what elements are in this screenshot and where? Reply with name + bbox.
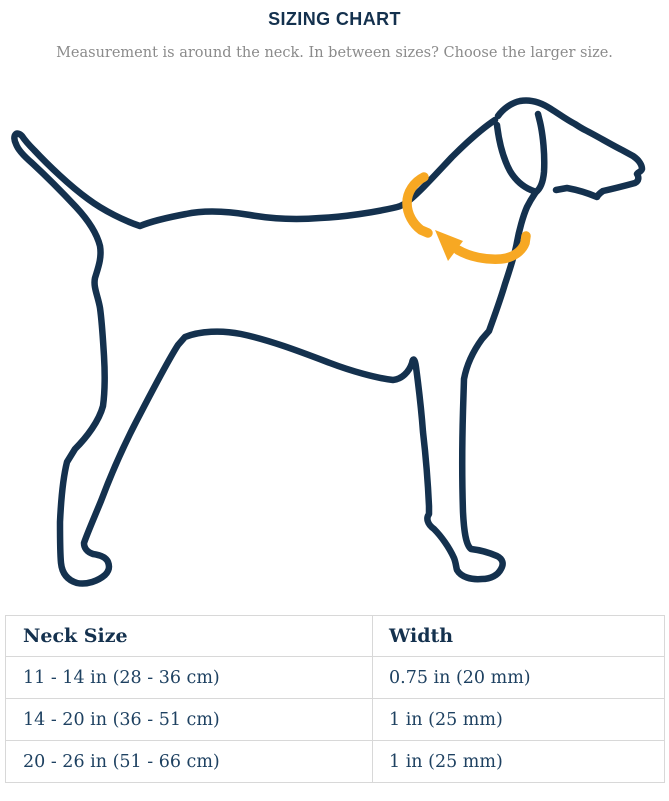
dog-ear-path xyxy=(493,110,548,196)
column-header-width: Width xyxy=(372,615,665,657)
collar-lower-arc xyxy=(453,231,531,264)
column-header-neck-size: Neck Size xyxy=(5,615,373,657)
table-row: 14 - 20 in (36 - 51 cm) 1 in (25 mm) xyxy=(5,698,665,741)
table-row: 20 - 26 in (51 - 66 cm) 1 in (25 mm) xyxy=(5,740,665,783)
width-cell: 0.75 in (20 mm) xyxy=(372,656,665,699)
width-cell: 1 in (25 mm) xyxy=(372,698,665,741)
neck-size-cell: 11 - 14 in (28 - 36 cm) xyxy=(5,656,373,699)
neck-size-cell: 14 - 20 in (36 - 51 cm) xyxy=(5,698,373,741)
sizing-table: Neck Size Width 11 - 14 in (28 - 36 cm) … xyxy=(5,615,665,783)
collar-arrow-icon xyxy=(402,172,531,264)
table-row: 11 - 14 in (28 - 36 cm) 0.75 in (20 mm) xyxy=(5,656,665,699)
table-header-row: Neck Size Width xyxy=(5,615,665,657)
page-title: SIZING CHART xyxy=(268,9,401,29)
dog-outline xyxy=(11,97,646,587)
dog-illustration-svg xyxy=(11,97,646,587)
dog-head-path xyxy=(494,97,646,201)
neck-size-cell: 20 - 26 in (51 - 66 cm) xyxy=(5,740,373,783)
page-subtitle: Measurement is around the neck. In betwe… xyxy=(56,45,613,61)
width-cell: 1 in (25 mm) xyxy=(372,740,665,783)
collar-arrowhead xyxy=(435,230,463,261)
collar-upper-arc xyxy=(402,172,433,238)
dog-illustration xyxy=(0,80,669,600)
dog-body-path xyxy=(11,116,540,587)
